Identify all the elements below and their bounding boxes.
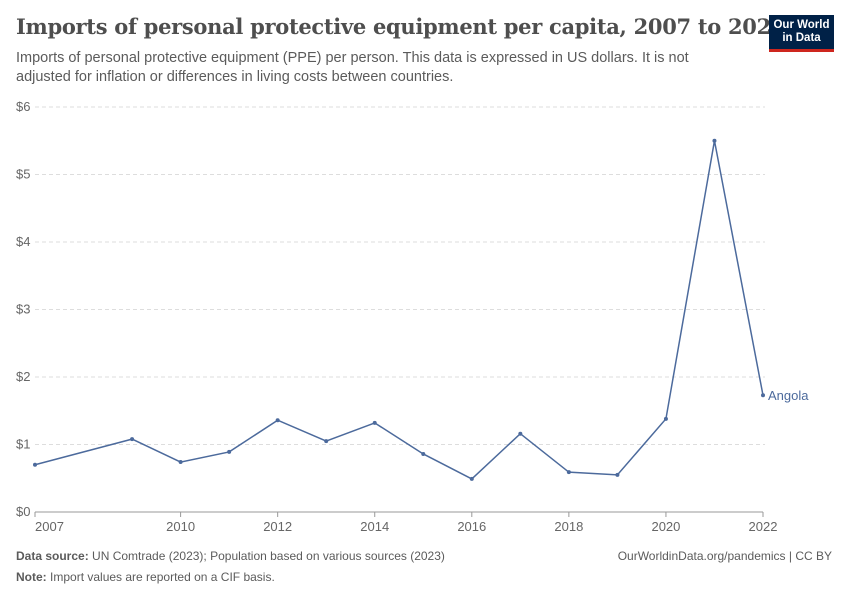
x-tick-label: 2022 — [749, 519, 778, 534]
y-tick-label: $5 — [16, 167, 30, 182]
y-tick-label: $2 — [16, 369, 30, 384]
y-tick-label: $0 — [16, 504, 30, 519]
chart-title: Imports of personal protective equipment… — [16, 14, 786, 39]
x-tick-label: 2007 — [35, 519, 64, 534]
note-text: Import values are reported on a CIF basi… — [50, 570, 275, 584]
data-point — [469, 476, 474, 481]
chart-subtitle: Imports of personal protective equipment… — [16, 50, 689, 85]
note-label: Note: — [16, 570, 47, 584]
x-tick-label: 2010 — [166, 519, 195, 534]
data-point — [275, 418, 280, 423]
logo-text: Our World in Data — [773, 19, 830, 44]
data-point — [566, 470, 571, 475]
owid-logo[interactable]: Our World in Data — [769, 15, 834, 52]
data-point — [615, 472, 620, 477]
x-tick-label: 2012 — [263, 519, 292, 534]
data-point — [227, 449, 232, 454]
data-source: Data source: UN Comtrade (2023); Populat… — [16, 549, 445, 563]
y-tick-label: $1 — [16, 437, 30, 452]
x-tick-label: 2014 — [360, 519, 389, 534]
data-point — [130, 437, 135, 442]
data-point — [324, 439, 329, 444]
source-text: UN Comtrade (2023); Population based on … — [92, 549, 445, 563]
x-tick-label: 2020 — [651, 519, 680, 534]
data-point — [33, 462, 37, 467]
y-tick-label: $4 — [16, 234, 30, 249]
y-tick-label: $3 — [16, 302, 30, 317]
x-tick-label: 2016 — [457, 519, 486, 534]
data-point — [761, 393, 765, 398]
data-point — [178, 460, 183, 465]
data-point — [663, 416, 668, 421]
data-point — [372, 420, 377, 425]
source-url[interactable]: OurWorldinData.org/pandemics | CC BY — [617, 549, 832, 563]
source-label: Data source: — [16, 549, 89, 563]
note: Note: Import values are reported on a CI… — [16, 570, 275, 584]
x-tick-label: 2018 — [554, 519, 583, 534]
y-tick-label: $6 — [16, 99, 30, 114]
data-point — [712, 138, 717, 143]
series-label: Angola — [768, 388, 809, 403]
data-point — [518, 431, 523, 436]
data-point — [421, 451, 426, 456]
